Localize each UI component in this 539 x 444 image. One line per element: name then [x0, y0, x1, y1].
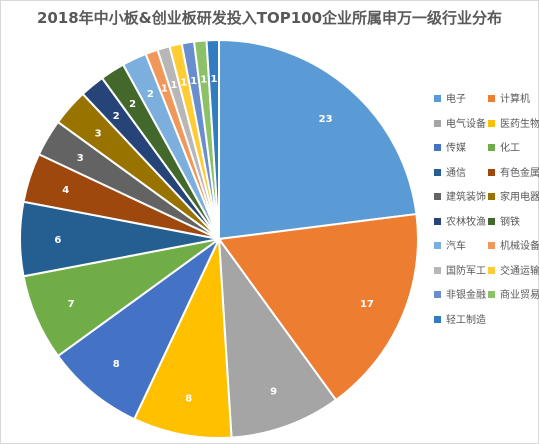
pie-data-label-5: 8 [113, 359, 120, 370]
legend-swatch [488, 168, 495, 176]
pie-data-label-3: 9 [270, 387, 277, 398]
pie-data-label-11: 2 [113, 111, 120, 122]
legend-item-2: 计算机 [488, 93, 530, 107]
legend-item-10: 家用电器 [488, 191, 539, 205]
legend-label: 商业贸易 [500, 290, 539, 301]
legend-swatch [488, 217, 495, 225]
legend-label: 家用电器 [500, 192, 539, 203]
pie-slice-3 [217, 235, 338, 439]
legend-label: 轻工制造 [446, 314, 486, 326]
pie-data-label-6: 7 [68, 299, 75, 310]
legend-label: 化工 [500, 143, 520, 154]
pie-data-label-1: 23 [319, 114, 333, 125]
pie-data-label-10: 3 [95, 128, 102, 139]
legend-swatch [434, 217, 441, 225]
legend-swatch [434, 144, 441, 151]
legend-item-7: 通信 [434, 167, 466, 181]
legend-item-13: 汽车 [434, 240, 466, 254]
legend-item-14: 机械设备 [488, 240, 539, 254]
legend-item-12: 钢铁 [488, 216, 520, 230]
legend-item-19: 轻工制造 [434, 314, 486, 328]
legend-swatch [488, 119, 495, 127]
legend-item-5: 传媒 [434, 142, 466, 156]
legend-swatch [434, 291, 441, 298]
legend-item-17: 非银金融 [434, 289, 486, 303]
legend-label: 农林牧渔 [446, 216, 486, 228]
legend-swatch [434, 95, 441, 102]
legend-label: 通信 [446, 167, 466, 179]
pie-data-label-14: 1 [161, 83, 168, 94]
legend-label: 建筑装饰 [446, 192, 486, 203]
pie-slice-1 [218, 38, 418, 241]
legend-label: 交通运输 [500, 265, 539, 277]
legend-item-3: 电气设备 [434, 118, 486, 132]
legend-swatch [434, 119, 441, 127]
legend-swatch [488, 144, 495, 151]
pie-data-label-12: 2 [129, 99, 136, 110]
pie-data-label-13: 2 [147, 89, 154, 100]
legend-swatch [434, 168, 441, 176]
chart-title: 2018年中小板&创业板研发投入TOP100企业所属申万一级行业分布 [36, 9, 503, 27]
legend-label: 电子 [446, 94, 466, 105]
legend-swatch [434, 266, 441, 274]
legend-swatch [488, 291, 495, 298]
pie-data-label-15: 1 [171, 80, 178, 91]
pie-slice-4 [132, 238, 233, 439]
legend-item-16: 交通运输 [488, 265, 539, 279]
pie-data-label-16: 1 [180, 78, 187, 89]
pie-slice-2 [217, 212, 419, 402]
pie-slice-19 [205, 38, 220, 240]
legend-swatch [488, 242, 495, 249]
legend-swatch [434, 242, 441, 249]
legend-label: 非银金融 [446, 290, 486, 301]
pie-data-label-2: 17 [360, 299, 374, 310]
pie-data-label-4: 8 [185, 393, 192, 404]
legend-swatch [488, 193, 495, 200]
legend-item-18: 商业贸易 [488, 289, 539, 303]
pie-data-label-7: 6 [54, 235, 61, 246]
legend-item-1: 电子 [434, 93, 466, 107]
legend-label: 国防军工 [446, 265, 486, 277]
pie-slice-5 [56, 238, 220, 421]
legend-label: 计算机 [500, 94, 530, 105]
legend-label: 机械设备 [500, 241, 539, 252]
pie-data-label-19: 1 [210, 74, 217, 85]
pie-data-label-18: 1 [200, 75, 207, 86]
pie-data-label-8: 4 [62, 185, 69, 196]
legend-item-9: 建筑装饰 [434, 191, 486, 205]
legend-swatch [434, 193, 441, 200]
legend-item-6: 化工 [488, 142, 520, 156]
legend-swatch [488, 95, 495, 102]
legend-item-8: 有色金属 [488, 167, 539, 181]
legend-item-11: 农林牧渔 [434, 216, 486, 230]
legend-item-4: 医药生物 [488, 118, 539, 132]
legend-item-15: 国防军工 [434, 265, 486, 279]
legend-label: 汽车 [446, 241, 466, 252]
legend-label: 钢铁 [500, 216, 520, 228]
legend-label: 医药生物 [500, 118, 539, 130]
legend-label: 传媒 [446, 143, 466, 154]
legend-swatch [488, 266, 495, 274]
legend-swatch [434, 315, 441, 323]
pie-data-label-9: 3 [77, 153, 84, 164]
pie-data-label-17: 1 [190, 76, 197, 87]
legend-label: 有色金属 [500, 167, 539, 179]
legend-label: 电气设备 [446, 118, 486, 130]
